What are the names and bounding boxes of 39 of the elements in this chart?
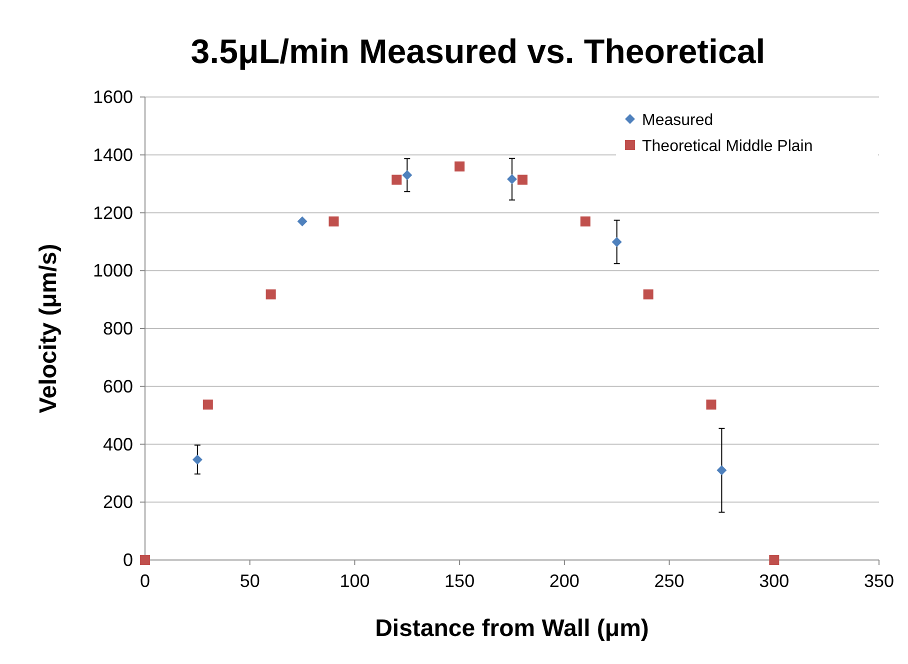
x-tick-label: 50 — [240, 571, 260, 591]
y-tick-label: 400 — [102, 434, 133, 454]
x-tick-label: 300 — [759, 571, 790, 591]
x-axis-title: Distance from Wall (μm) — [375, 615, 649, 642]
y-tick-label: 1200 — [92, 202, 133, 223]
y-tick-label: 200 — [102, 492, 133, 512]
point — [643, 289, 654, 300]
y-tick-label: 1600 — [92, 87, 133, 107]
x-tick-label: 100 — [340, 571, 370, 591]
point — [706, 400, 716, 410]
point — [328, 216, 339, 226]
x-tick-label: 250 — [654, 571, 684, 591]
point — [392, 174, 402, 185]
point — [612, 236, 622, 247]
point — [580, 216, 590, 226]
point — [402, 170, 412, 180]
point — [202, 400, 213, 410]
point — [716, 465, 727, 476]
point — [454, 161, 465, 172]
y-tick-label: 1000 — [92, 260, 133, 281]
legend-label: Measured — [642, 112, 714, 129]
legend-label: Theoretical Middle Plain — [642, 138, 813, 155]
y-tick-label: 1400 — [92, 144, 133, 165]
point — [140, 555, 150, 565]
y-tick-label: 0 — [122, 550, 133, 570]
y-tick-label: 600 — [102, 376, 133, 396]
y-axis-title: Velocity (μm/s) — [35, 244, 62, 414]
point — [297, 216, 308, 226]
chart-title: 3.5μL/min Measured vs. Theoretical — [190, 33, 766, 71]
y-tick-label: 800 — [102, 318, 133, 338]
point — [507, 174, 517, 184]
point — [192, 454, 202, 465]
point — [517, 174, 528, 185]
x-tick-label: 0 — [140, 571, 150, 591]
point — [769, 555, 780, 565]
point — [266, 289, 276, 300]
x-tick-label: 200 — [549, 571, 580, 591]
x-tick-label: 350 — [864, 571, 894, 591]
x-tick-label: 150 — [444, 571, 475, 591]
